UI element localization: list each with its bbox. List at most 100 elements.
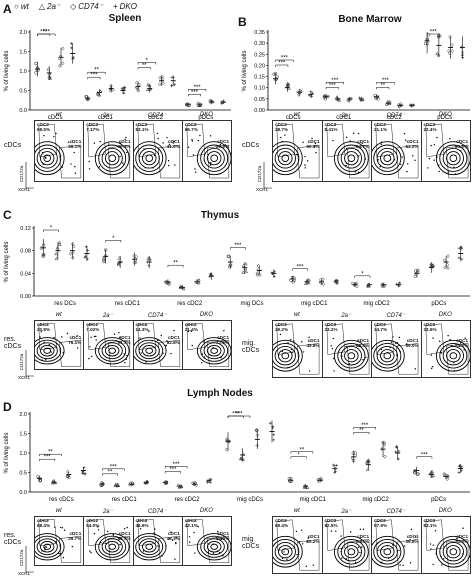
event-dot bbox=[118, 537, 121, 539]
y-tick-label: 0.0 bbox=[19, 490, 27, 496]
event-dot bbox=[67, 141, 70, 143]
cdc1-percent: cDC1 59.0% bbox=[405, 337, 419, 348]
event-dot bbox=[124, 138, 127, 141]
event-dot bbox=[339, 535, 342, 537]
data-point bbox=[273, 71, 278, 76]
data-point bbox=[335, 464, 339, 467]
data-point bbox=[221, 101, 225, 104]
data-point bbox=[412, 470, 417, 474]
cdc1-gate bbox=[395, 343, 419, 375]
data-point bbox=[80, 471, 84, 475]
data-point bbox=[430, 469, 435, 474]
event-dot bbox=[332, 370, 335, 372]
event-dot bbox=[172, 140, 175, 142]
data-point bbox=[255, 272, 260, 277]
cdc2-percent: cDC2 68.4% bbox=[37, 518, 51, 528]
data-point bbox=[190, 481, 195, 486]
event-dot bbox=[300, 529, 303, 531]
event-dot bbox=[462, 559, 464, 561]
event-dot bbox=[376, 542, 379, 545]
event-dot bbox=[142, 148, 145, 150]
contour-plot bbox=[87, 323, 131, 367]
data-point bbox=[347, 98, 351, 103]
data-point bbox=[47, 76, 52, 80]
event-dot bbox=[301, 341, 303, 343]
event-dot bbox=[152, 532, 155, 534]
x-tick-label: cDC1 bbox=[98, 115, 114, 121]
cdc2-percent: cDC2 14.3% bbox=[135, 322, 149, 332]
event-dot bbox=[284, 134, 286, 136]
event-dot bbox=[197, 525, 199, 528]
event-dot bbox=[345, 558, 347, 560]
event-dot bbox=[192, 154, 194, 156]
cdc1-percent: cDC1 29.7% bbox=[68, 531, 82, 542]
data-point bbox=[86, 248, 90, 252]
legend-label: CD74⁻ bbox=[78, 2, 103, 11]
cdc2-percent: cDC2 21.4% bbox=[184, 322, 198, 332]
significance-bracket bbox=[229, 247, 246, 250]
data-point bbox=[416, 268, 420, 272]
data-point bbox=[68, 251, 73, 256]
data-point bbox=[429, 261, 434, 266]
contour-line bbox=[380, 349, 395, 363]
contour-plot bbox=[87, 123, 131, 179]
event-dot bbox=[41, 359, 43, 361]
data-point bbox=[254, 428, 259, 433]
event-dot bbox=[393, 159, 396, 161]
contour-line bbox=[108, 543, 117, 550]
data-point bbox=[381, 440, 385, 445]
data-point bbox=[71, 250, 75, 255]
data-point bbox=[429, 263, 433, 268]
significance-bracket bbox=[290, 451, 314, 454]
data-point bbox=[229, 263, 233, 267]
event-dot bbox=[306, 541, 308, 543]
data-point bbox=[177, 485, 182, 489]
data-point bbox=[53, 480, 58, 485]
event-dot bbox=[439, 556, 442, 558]
significance-label: ** bbox=[359, 428, 364, 434]
event-dot bbox=[194, 168, 196, 170]
flow-header: 2a⁻ bbox=[341, 113, 352, 119]
contour-line bbox=[272, 141, 303, 176]
contour-plot bbox=[326, 123, 369, 179]
flow-y-axis-label: CD172a bbox=[19, 549, 24, 566]
event-dot bbox=[357, 171, 359, 173]
significance-bracket bbox=[376, 87, 390, 90]
event-dot bbox=[278, 548, 280, 550]
event-dot bbox=[429, 543, 431, 545]
contour-line bbox=[134, 339, 163, 362]
data-point bbox=[123, 86, 127, 90]
event-dot bbox=[345, 162, 347, 164]
event-dot bbox=[88, 160, 91, 163]
data-point bbox=[102, 258, 106, 262]
event-dot bbox=[281, 350, 284, 353]
data-point bbox=[289, 278, 293, 282]
cdc2-percent: cDC2 7.02% bbox=[86, 322, 100, 332]
significance-label: *** bbox=[90, 73, 98, 79]
data-point bbox=[382, 441, 387, 446]
event-dot bbox=[400, 163, 402, 166]
cdc1-percent: cDC1 50.0% bbox=[306, 139, 320, 149]
x-tick-label: res cDC2 bbox=[177, 301, 203, 307]
flow-header: wt bbox=[293, 312, 300, 318]
event-dot bbox=[332, 337, 334, 340]
data-point bbox=[81, 469, 85, 473]
flow-plot: cDC2 20.8% cDC1 76.1% bbox=[34, 320, 85, 370]
data-point bbox=[359, 99, 363, 103]
legend-symbol-icon: ○ bbox=[14, 2, 19, 11]
event-dot bbox=[307, 537, 309, 539]
event-dot bbox=[43, 547, 46, 549]
data-point bbox=[86, 97, 90, 102]
flow-header: 2a⁻ bbox=[102, 509, 113, 515]
data-point bbox=[69, 46, 73, 50]
data-point bbox=[127, 482, 132, 487]
cdc2-percent: cDC2 68.5% bbox=[37, 122, 51, 132]
significance-bracket bbox=[87, 71, 106, 75]
flow-row-label: res. cDCs bbox=[4, 336, 22, 350]
cdc2-percent: cDC2 28.7% bbox=[275, 122, 289, 132]
event-dot bbox=[160, 334, 162, 337]
data-point bbox=[38, 479, 42, 483]
contour-line bbox=[380, 545, 395, 559]
event-dot bbox=[406, 170, 408, 173]
data-point bbox=[321, 277, 325, 282]
